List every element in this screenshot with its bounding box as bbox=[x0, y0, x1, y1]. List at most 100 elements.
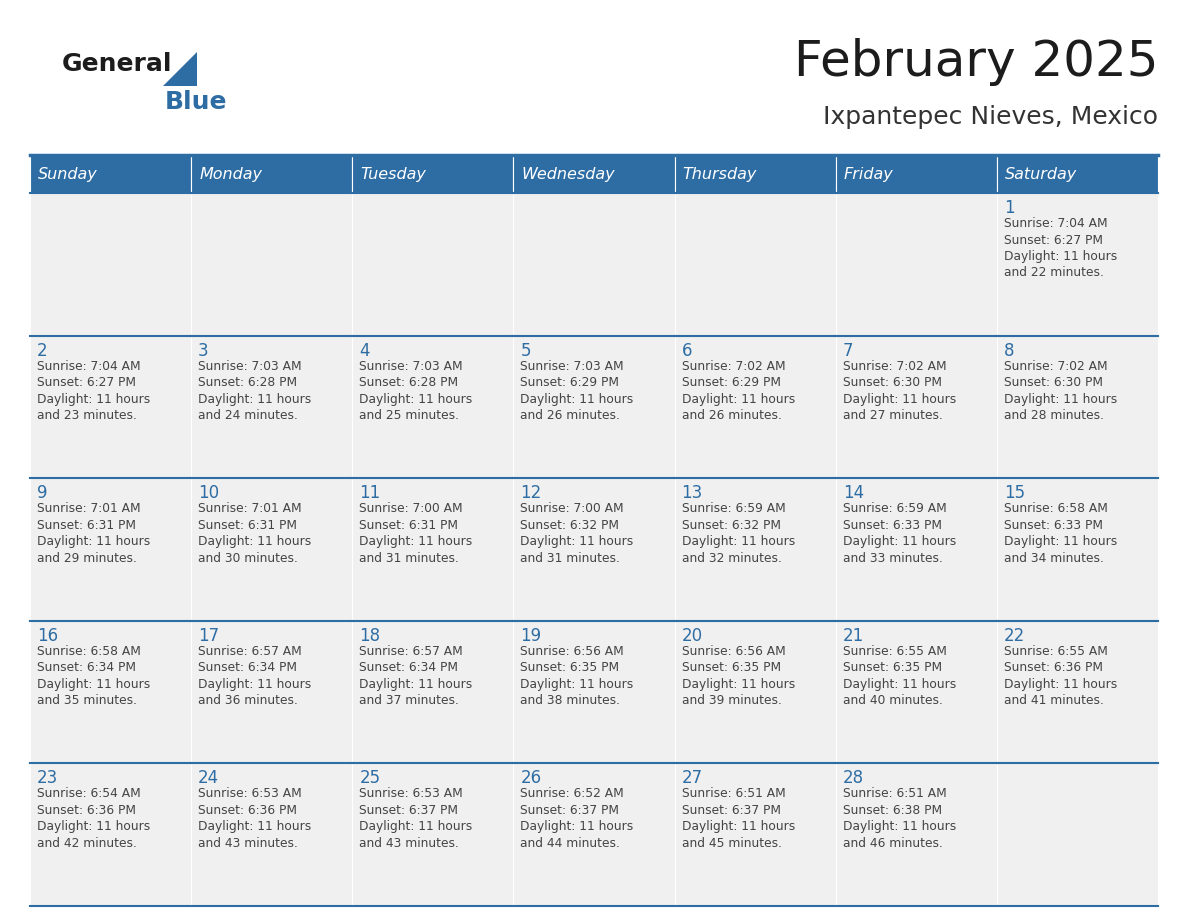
Text: Sunrise: 6:56 AM: Sunrise: 6:56 AM bbox=[520, 644, 624, 658]
Text: Sunset: 6:31 PM: Sunset: 6:31 PM bbox=[359, 519, 459, 532]
Bar bbox=[30, 478, 191, 621]
Text: Sunrise: 7:02 AM: Sunrise: 7:02 AM bbox=[842, 360, 947, 373]
Text: Sunset: 6:32 PM: Sunset: 6:32 PM bbox=[520, 519, 619, 532]
Bar bbox=[353, 621, 513, 764]
Text: Sunset: 6:29 PM: Sunset: 6:29 PM bbox=[682, 376, 781, 389]
Bar bbox=[191, 336, 353, 478]
Text: Sunset: 6:30 PM: Sunset: 6:30 PM bbox=[842, 376, 942, 389]
Text: Saturday: Saturday bbox=[1005, 166, 1078, 182]
Bar bbox=[997, 193, 1158, 336]
Text: Sunset: 6:37 PM: Sunset: 6:37 PM bbox=[520, 804, 619, 817]
Text: Daylight: 11 hours: Daylight: 11 hours bbox=[1004, 250, 1117, 263]
Text: General: General bbox=[62, 52, 172, 76]
Text: Sunset: 6:30 PM: Sunset: 6:30 PM bbox=[1004, 376, 1102, 389]
Text: 3: 3 bbox=[198, 341, 209, 360]
Text: Sunrise: 6:52 AM: Sunrise: 6:52 AM bbox=[520, 788, 624, 800]
Text: Sunset: 6:37 PM: Sunset: 6:37 PM bbox=[359, 804, 459, 817]
Bar bbox=[513, 764, 675, 906]
Text: Daylight: 11 hours: Daylight: 11 hours bbox=[37, 393, 150, 406]
Bar bbox=[997, 478, 1158, 621]
Bar bbox=[353, 336, 513, 478]
Text: 9: 9 bbox=[37, 484, 48, 502]
Bar bbox=[997, 336, 1158, 478]
Text: Daylight: 11 hours: Daylight: 11 hours bbox=[682, 677, 795, 691]
Text: and 34 minutes.: and 34 minutes. bbox=[1004, 552, 1104, 565]
Text: Daylight: 11 hours: Daylight: 11 hours bbox=[1004, 393, 1117, 406]
Text: and 22 minutes.: and 22 minutes. bbox=[1004, 266, 1104, 279]
Text: Daylight: 11 hours: Daylight: 11 hours bbox=[359, 393, 473, 406]
Bar bbox=[835, 764, 997, 906]
Text: Daylight: 11 hours: Daylight: 11 hours bbox=[37, 535, 150, 548]
Text: Sunrise: 6:53 AM: Sunrise: 6:53 AM bbox=[359, 788, 463, 800]
Text: Daylight: 11 hours: Daylight: 11 hours bbox=[198, 677, 311, 691]
Bar bbox=[353, 155, 513, 193]
Text: and 26 minutes.: and 26 minutes. bbox=[520, 409, 620, 422]
Text: Sunset: 6:35 PM: Sunset: 6:35 PM bbox=[842, 661, 942, 675]
Text: 26: 26 bbox=[520, 769, 542, 788]
Text: and 43 minutes.: and 43 minutes. bbox=[359, 837, 459, 850]
Text: 1: 1 bbox=[1004, 199, 1015, 217]
Text: Sunrise: 7:03 AM: Sunrise: 7:03 AM bbox=[359, 360, 463, 373]
Text: and 26 minutes.: and 26 minutes. bbox=[682, 409, 782, 422]
Text: 4: 4 bbox=[359, 341, 369, 360]
Text: Sunrise: 7:03 AM: Sunrise: 7:03 AM bbox=[520, 360, 624, 373]
Bar bbox=[675, 621, 835, 764]
Text: Tuesday: Tuesday bbox=[360, 166, 426, 182]
Text: 16: 16 bbox=[37, 627, 58, 644]
Text: and 35 minutes.: and 35 minutes. bbox=[37, 694, 137, 707]
Text: Daylight: 11 hours: Daylight: 11 hours bbox=[359, 535, 473, 548]
Text: Sunrise: 6:55 AM: Sunrise: 6:55 AM bbox=[842, 644, 947, 658]
Bar bbox=[835, 478, 997, 621]
Polygon shape bbox=[163, 52, 197, 86]
Text: Daylight: 11 hours: Daylight: 11 hours bbox=[520, 677, 633, 691]
Text: 20: 20 bbox=[682, 627, 702, 644]
Bar bbox=[191, 193, 353, 336]
Text: Daylight: 11 hours: Daylight: 11 hours bbox=[198, 535, 311, 548]
Text: Sunrise: 6:57 AM: Sunrise: 6:57 AM bbox=[198, 644, 302, 658]
Text: Daylight: 11 hours: Daylight: 11 hours bbox=[842, 821, 956, 834]
Text: Sunset: 6:28 PM: Sunset: 6:28 PM bbox=[359, 376, 459, 389]
Text: Sunset: 6:28 PM: Sunset: 6:28 PM bbox=[198, 376, 297, 389]
Text: Sunset: 6:35 PM: Sunset: 6:35 PM bbox=[682, 661, 781, 675]
Text: Sunrise: 6:55 AM: Sunrise: 6:55 AM bbox=[1004, 644, 1107, 658]
Text: Daylight: 11 hours: Daylight: 11 hours bbox=[682, 821, 795, 834]
Text: Sunrise: 7:00 AM: Sunrise: 7:00 AM bbox=[359, 502, 463, 515]
Text: Daylight: 11 hours: Daylight: 11 hours bbox=[520, 535, 633, 548]
Text: Sunset: 6:27 PM: Sunset: 6:27 PM bbox=[37, 376, 135, 389]
Text: Daylight: 11 hours: Daylight: 11 hours bbox=[842, 393, 956, 406]
Text: 24: 24 bbox=[198, 769, 220, 788]
Text: 11: 11 bbox=[359, 484, 380, 502]
Text: Sunset: 6:38 PM: Sunset: 6:38 PM bbox=[842, 804, 942, 817]
Text: February 2025: February 2025 bbox=[794, 38, 1158, 86]
Bar bbox=[353, 764, 513, 906]
Bar bbox=[997, 155, 1158, 193]
Text: 22: 22 bbox=[1004, 627, 1025, 644]
Text: and 30 minutes.: and 30 minutes. bbox=[198, 552, 298, 565]
Text: 8: 8 bbox=[1004, 341, 1015, 360]
Text: and 40 minutes.: and 40 minutes. bbox=[842, 694, 942, 707]
Bar bbox=[835, 155, 997, 193]
Text: Sunset: 6:31 PM: Sunset: 6:31 PM bbox=[198, 519, 297, 532]
Text: and 42 minutes.: and 42 minutes. bbox=[37, 837, 137, 850]
Text: 12: 12 bbox=[520, 484, 542, 502]
Text: 15: 15 bbox=[1004, 484, 1025, 502]
Text: 13: 13 bbox=[682, 484, 703, 502]
Text: 23: 23 bbox=[37, 769, 58, 788]
Text: Daylight: 11 hours: Daylight: 11 hours bbox=[1004, 535, 1117, 548]
Text: and 37 minutes.: and 37 minutes. bbox=[359, 694, 459, 707]
Text: Sunset: 6:36 PM: Sunset: 6:36 PM bbox=[1004, 661, 1102, 675]
Bar bbox=[835, 336, 997, 478]
Text: 19: 19 bbox=[520, 627, 542, 644]
Text: Sunset: 6:35 PM: Sunset: 6:35 PM bbox=[520, 661, 620, 675]
Bar bbox=[30, 621, 191, 764]
Text: 7: 7 bbox=[842, 341, 853, 360]
Text: Sunrise: 6:58 AM: Sunrise: 6:58 AM bbox=[37, 644, 141, 658]
Text: 5: 5 bbox=[520, 341, 531, 360]
Text: Monday: Monday bbox=[200, 166, 263, 182]
Text: and 27 minutes.: and 27 minutes. bbox=[842, 409, 942, 422]
Text: 6: 6 bbox=[682, 341, 693, 360]
Text: Sunset: 6:32 PM: Sunset: 6:32 PM bbox=[682, 519, 781, 532]
Text: and 32 minutes.: and 32 minutes. bbox=[682, 552, 782, 565]
Text: Daylight: 11 hours: Daylight: 11 hours bbox=[198, 821, 311, 834]
Bar bbox=[513, 336, 675, 478]
